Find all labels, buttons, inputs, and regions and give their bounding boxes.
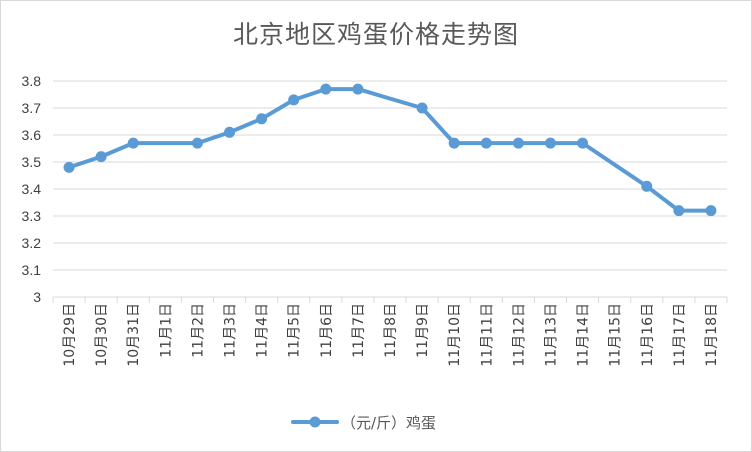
y-tick-label: 3.5 [22,154,42,170]
x-tick-label: 10月30日 [94,303,110,367]
data-point [288,94,300,106]
chart-title: 北京地区鸡蛋价格走势图 [232,20,519,49]
data-point [577,137,589,149]
y-tick-label: 3.6 [22,127,42,143]
x-tick-label: 11月17日 [672,303,688,367]
x-tick-label: 11月11日 [479,303,495,367]
data-point [352,83,364,95]
legend-label: （元/斤）鸡蛋 [341,414,436,432]
x-tick-label: 11月9日 [415,303,431,358]
y-tick-label: 3.1 [22,262,42,278]
data-point [544,137,556,149]
x-tick-label: 10月29日 [62,303,78,367]
series-line [67,87,713,213]
data-point [448,137,460,149]
data-point [191,137,203,149]
x-tick-label: 11月10日 [447,303,463,367]
x-tick-label: 11月8日 [383,303,399,358]
x-tick-label: 11月7日 [351,303,367,358]
data-point [256,113,268,125]
x-tick-label: 11月5日 [287,303,303,358]
x-tick-label: 11月12日 [511,303,527,367]
y-tick-label: 3 [33,289,41,305]
data-point [416,102,428,114]
x-tick-label: 11月18日 [704,303,720,367]
data-point [641,180,653,192]
data-point [320,83,332,95]
data-point [63,161,75,173]
x-tick-label: 11月15日 [608,303,624,367]
y-tick-label: 3.8 [22,73,42,89]
y-tick-label: 3.2 [22,235,42,251]
legend-marker [309,416,321,428]
y-tick-label: 3.3 [22,208,42,224]
data-point [95,151,107,163]
x-tick-label: 11月14日 [576,303,592,367]
data-point [512,137,524,149]
x-tick-label: 11月13日 [543,303,559,367]
data-point [673,205,685,217]
y-tick-label: 3.7 [22,100,42,116]
data-point [127,137,139,149]
y-tick-label: 3.4 [22,181,42,197]
x-tick-label: 11月2日 [190,303,206,358]
x-tick-label: 11月3日 [223,303,239,358]
data-point [224,126,236,138]
x-tick-label: 11月16日 [640,303,656,367]
data-point [480,137,492,149]
x-tick-label: 11月6日 [319,303,335,358]
x-tick-label: 11月4日 [255,303,271,358]
x-tick-label: 10月31日 [126,303,142,367]
x-tick-label: 11月1日 [158,303,174,358]
data-point [705,205,717,217]
